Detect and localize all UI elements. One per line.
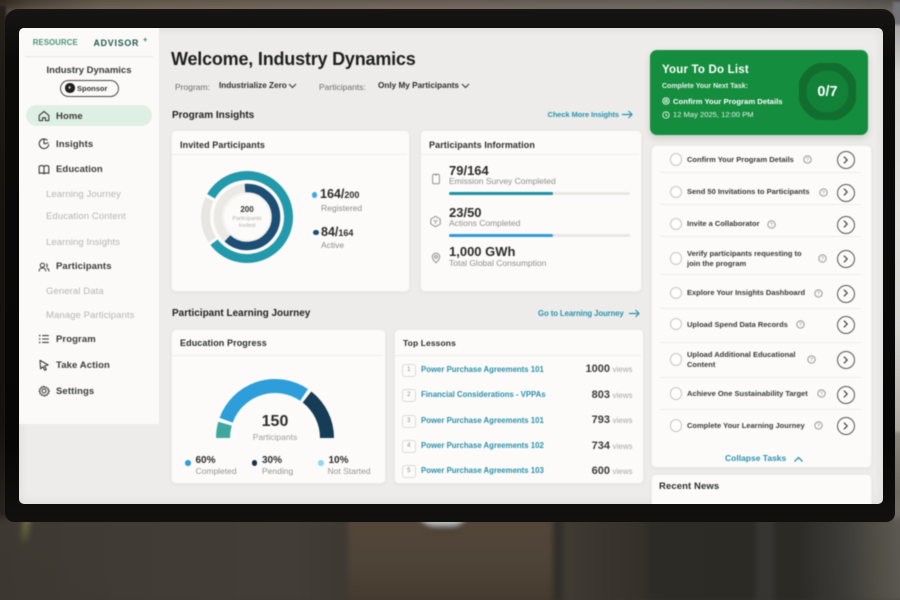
svg-text:?: ? bbox=[806, 157, 809, 163]
svg-text:?: ? bbox=[799, 322, 802, 328]
svg-text:?: ? bbox=[822, 190, 825, 196]
svg-text:?: ? bbox=[770, 222, 773, 228]
svg-text:?: ? bbox=[810, 357, 813, 363]
svg-text:?: ? bbox=[821, 256, 824, 262]
svg-text:?: ? bbox=[817, 423, 820, 429]
svg-text:?: ? bbox=[817, 291, 820, 297]
svg-text:?: ? bbox=[820, 392, 823, 398]
